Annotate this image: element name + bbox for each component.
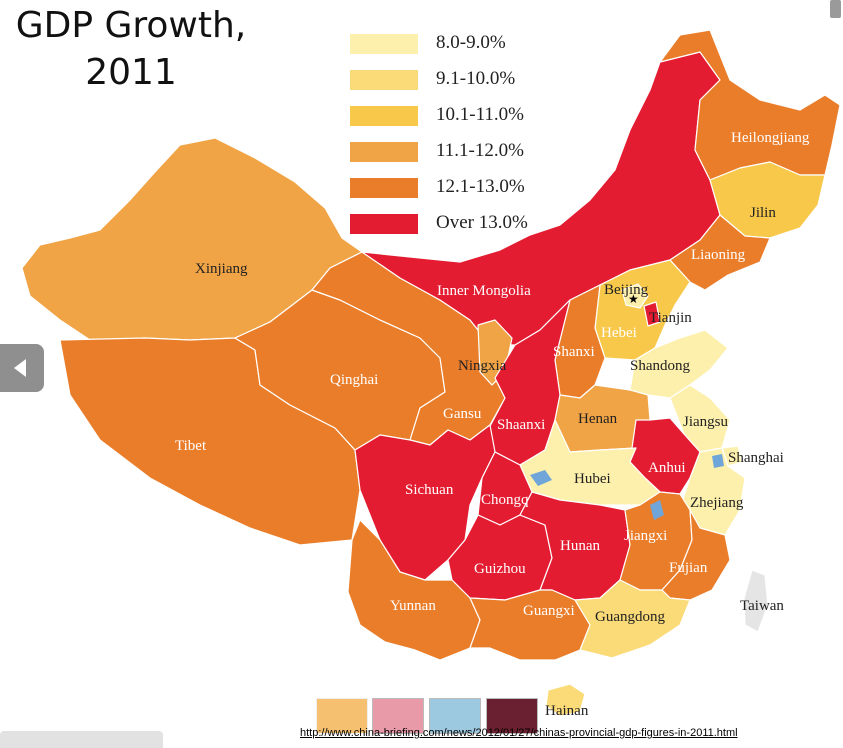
label-qinghai: Qinghai xyxy=(330,372,378,388)
label-hunan: Hunan xyxy=(560,538,600,554)
label-shaanxi: Shaanxi xyxy=(497,417,545,433)
lake-shape xyxy=(530,470,552,486)
label-sichuan: Sichuan xyxy=(405,482,454,498)
legend-label: 10.1-11.0% xyxy=(436,104,524,125)
legend-swatch xyxy=(350,142,418,162)
province-liaoning xyxy=(669,214,771,291)
label-jiangsu: Jiangsu xyxy=(683,414,729,430)
legend-swatch xyxy=(350,178,418,198)
thumbnail-map-2[interactable] xyxy=(372,698,424,734)
label-guangdong: Guangdong xyxy=(595,609,665,625)
province-guangxi xyxy=(469,589,591,661)
label-jiangxi: Jiangxi xyxy=(624,528,667,544)
chevron-left-icon xyxy=(14,359,26,377)
legend-label: 12.1-13.0% xyxy=(436,176,525,197)
thumbnail-map-4[interactable] xyxy=(486,698,538,734)
label-hebei: Hebei xyxy=(601,325,637,341)
label-anhui: Anhui xyxy=(648,460,686,476)
label-tianjin: Tianjin xyxy=(649,310,692,326)
legend-label: 9.1-10.0% xyxy=(436,68,516,89)
source-link[interactable]: http://www.china-briefing.com/news/2012/… xyxy=(300,727,738,739)
province-tianjin xyxy=(643,301,661,327)
label-zhejiang: Zhejiang xyxy=(690,495,744,511)
label-guangxi: Guangxi xyxy=(523,603,575,619)
label-fujian: Fujian xyxy=(669,560,708,576)
label-heilongjiang: Heilongjiang xyxy=(731,130,810,146)
province-beijing xyxy=(621,283,649,309)
thumbnail-map-1[interactable] xyxy=(316,698,368,734)
province-taiwan xyxy=(743,569,769,633)
legend-swatch xyxy=(350,34,418,54)
label-tibet: Tibet xyxy=(175,438,207,454)
label-shanxi: Shanxi xyxy=(553,344,595,360)
slide-title: GDP Growth, 2011 xyxy=(0,2,262,96)
back-button[interactable] xyxy=(0,344,44,392)
label-jilin: Jilin xyxy=(750,205,776,221)
label-guizhou: Guizhou xyxy=(474,561,526,577)
province-heilongjiang xyxy=(659,29,841,181)
label-chongqing: Chongq xyxy=(481,492,529,508)
legend-swatch xyxy=(350,106,418,126)
legend-label: 11.1-12.0% xyxy=(436,140,524,161)
title-line-1: GDP Growth, xyxy=(15,5,247,46)
legend-label: 8.0-9.0% xyxy=(436,32,506,53)
label-inner-mongolia: Inner Mongolia xyxy=(437,283,531,299)
legend-swatch xyxy=(350,214,418,234)
lake-shape xyxy=(712,454,724,468)
bottom-toolbar xyxy=(0,731,163,748)
capital-star-icon: ★ xyxy=(628,292,639,306)
label-ningxia: Ningxia xyxy=(458,358,507,374)
label-liaoning: Liaoning xyxy=(691,247,746,263)
label-hainan: Hainan xyxy=(545,703,589,719)
legend-swatch xyxy=(350,70,418,90)
title-line-2: 2011 xyxy=(85,52,177,93)
label-shanghai: Shanghai xyxy=(728,450,784,466)
label-yunnan: Yunnan xyxy=(390,598,436,614)
label-shandong: Shandong xyxy=(630,358,691,374)
province-guangdong xyxy=(574,579,691,659)
lake-shape xyxy=(650,500,664,520)
thumbnail-map-3[interactable] xyxy=(429,698,481,734)
label-beijing: Beijing xyxy=(604,282,649,298)
label-hubei: Hubei xyxy=(574,471,611,487)
label-gansu: Gansu xyxy=(443,406,482,422)
legend-label: Over 13.0% xyxy=(436,212,528,233)
province-hainan xyxy=(545,683,586,717)
corner-badge xyxy=(830,0,841,18)
label-taiwan: Taiwan xyxy=(740,598,784,614)
label-henan: Henan xyxy=(578,411,618,427)
label-xinjiang: Xinjiang xyxy=(195,261,248,277)
